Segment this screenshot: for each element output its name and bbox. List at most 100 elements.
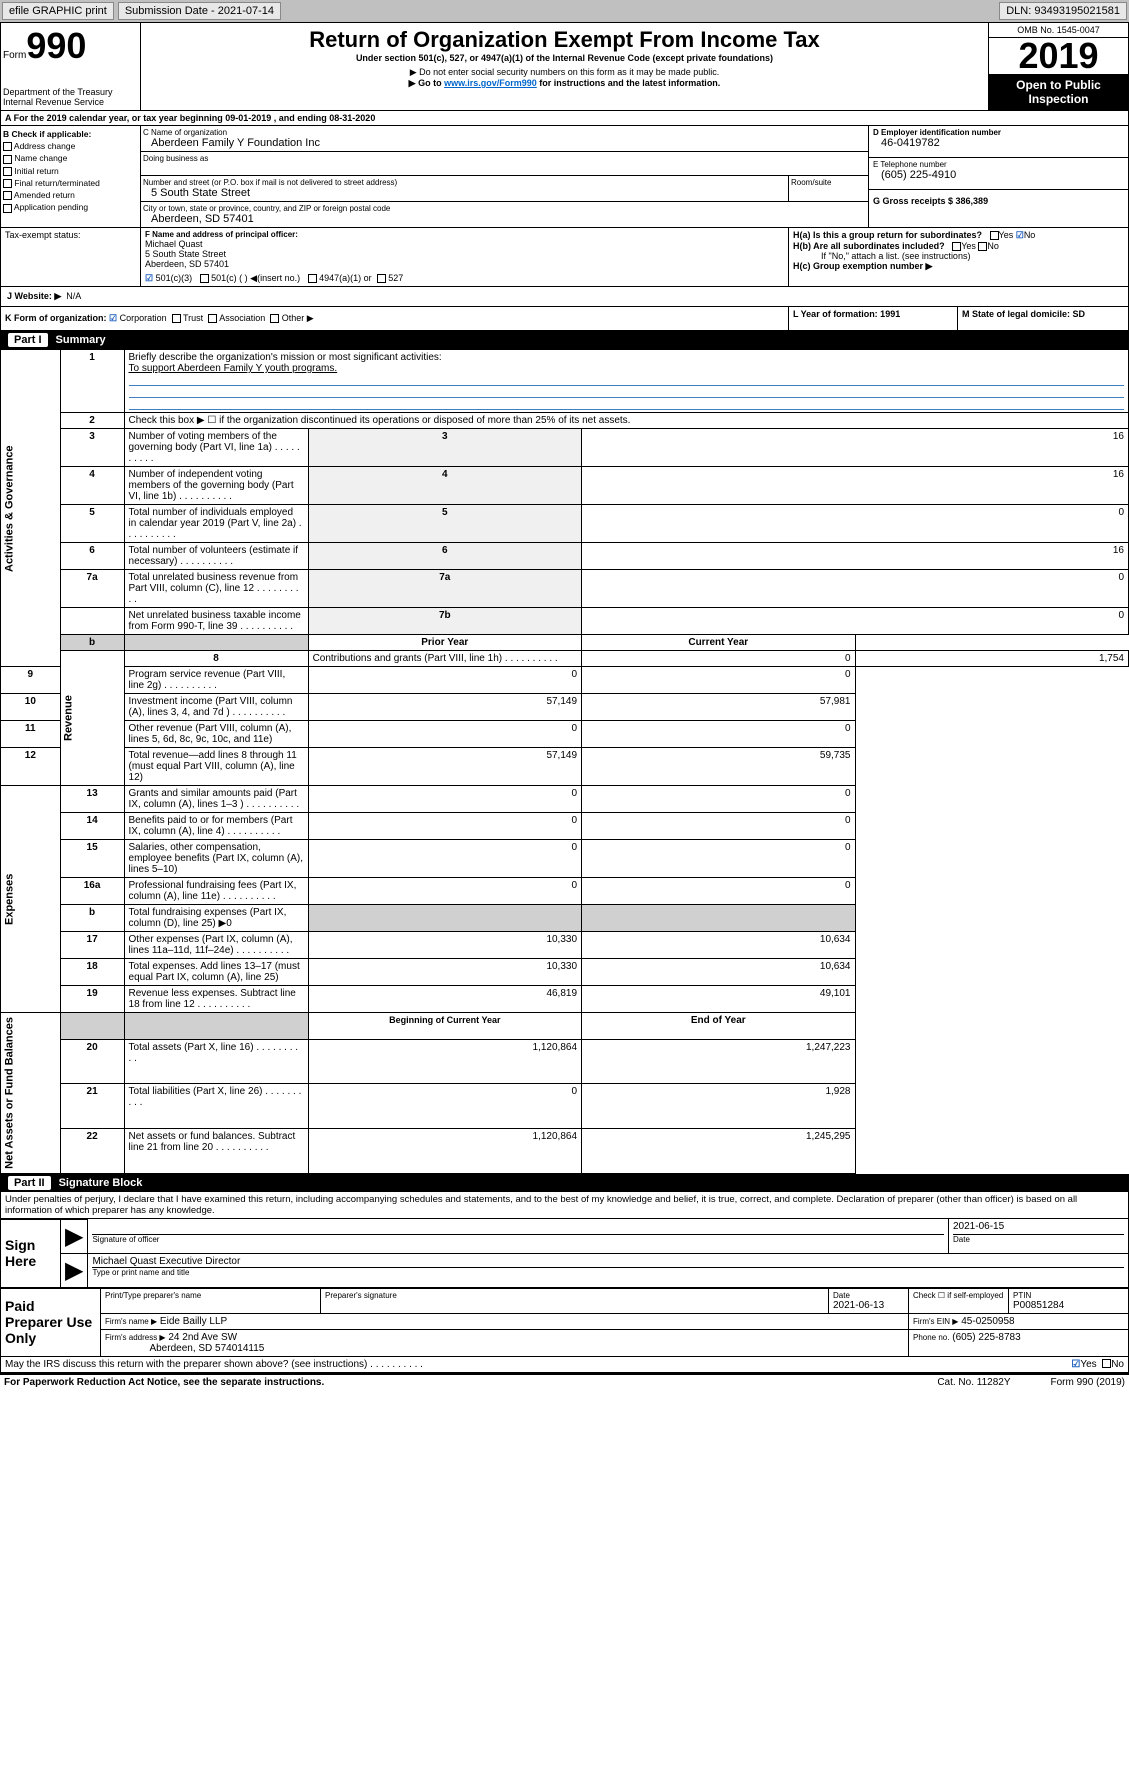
firm-name-lbl: Firm's name ▶ (105, 1317, 157, 1326)
phone-lbl: E Telephone number (873, 160, 1124, 169)
prep-name-lbl: Print/Type preparer's name (105, 1291, 316, 1300)
chk-final[interactable]: Final return/terminated (3, 177, 138, 189)
table-row: 3Number of voting members of the governi… (1, 429, 1129, 467)
table-row: 14Benefits paid to or for members (Part … (1, 813, 1129, 840)
paid-preparer-block: Paid Preparer Use Only Print/Type prepar… (0, 1288, 1129, 1357)
discuss-text: May the IRS discuss this return with the… (5, 1359, 423, 1370)
firm-name: Eide Bailly LLP (160, 1316, 227, 1327)
chk-amended[interactable]: Amended return (3, 189, 138, 201)
opt-assoc[interactable]: Association (219, 313, 265, 323)
ha-lbl: H(a) Is this a group return for subordin… (793, 230, 982, 240)
part1-table: Activities & Governance 1 Briefly descri… (0, 349, 1129, 1174)
opt-trust[interactable]: Trust (183, 313, 203, 323)
officer-addr1: 5 South State Street (145, 249, 784, 259)
firm-phone: (605) 225-8783 (952, 1332, 1020, 1343)
table-row: 9Program service revenue (Part VIII, lin… (1, 667, 1129, 694)
section-revenue: Revenue (60, 651, 124, 786)
table-row: 20Total assets (Part X, line 16)1,120,86… (1, 1039, 1129, 1084)
header-boxes: B Check if applicable: Address change Na… (0, 126, 1129, 228)
addr-lbl: Number and street (or P.O. box if mail i… (143, 178, 786, 187)
box-c: C Name of organization Aberdeen Family Y… (141, 126, 868, 227)
print-name-lbl: Type or print name and title (92, 1268, 1124, 1277)
year-formation: L Year of formation: 1991 (788, 307, 958, 330)
subdate-btn[interactable]: Submission Date - 2021-07-14 (118, 2, 281, 20)
chk-address[interactable]: Address change (3, 140, 138, 152)
chk-pending[interactable]: Application pending (3, 201, 138, 213)
sig-date-lbl: Date (953, 1235, 1124, 1244)
paperwork-notice: For Paperwork Reduction Act Notice, see … (4, 1377, 324, 1388)
prep-date-lbl: Date (833, 1291, 904, 1300)
org-name: Aberdeen Family Y Foundation Inc (143, 137, 866, 149)
self-employed-chk[interactable]: Check ☐ if self-employed (909, 1288, 1009, 1313)
section-governance: Activities & Governance (1, 350, 61, 667)
form-title-box: Return of Organization Exempt From Incom… (141, 23, 988, 110)
opt-501c3[interactable]: 501(c)(3) (156, 273, 193, 283)
box-f: F Name and address of principal officer:… (141, 228, 788, 286)
firm-addr2: Aberdeen, SD 574014115 (149, 1343, 264, 1354)
opt-other[interactable]: Other ▶ (282, 313, 314, 323)
website-val: N/A (66, 291, 81, 301)
table-row: Net unrelated business taxable income fr… (1, 608, 1129, 635)
opt-527[interactable]: 527 (388, 273, 403, 283)
col-end: End of Year (582, 1013, 855, 1040)
tax-year: 2019 (989, 38, 1128, 74)
box-b: B Check if applicable: Address change Na… (1, 126, 141, 227)
website-lbl: J Website: ▶ (7, 291, 61, 301)
form-number: 990 (26, 25, 86, 66)
opt-corp[interactable]: Corporation (120, 313, 167, 323)
form-prefix: Form (3, 50, 26, 61)
discuss-row: May the IRS discuss this return with the… (0, 1357, 1129, 1373)
state-domicile: M State of legal domicile: SD (958, 307, 1128, 330)
opt-4947[interactable]: 4947(a)(1) or (319, 273, 372, 283)
q2-text: Check this box ▶ ☐ if the organization d… (124, 413, 1128, 429)
note-ssn: ▶ Do not enter social security numbers o… (145, 67, 984, 78)
section-netassets: Net Assets or Fund Balances (1, 1013, 61, 1174)
city-lbl: City or town, state or province, country… (143, 204, 866, 213)
opt-501c[interactable]: 501(c) ( ) ◀(insert no.) (211, 273, 300, 283)
prep-sig-lbl: Preparer's signature (325, 1291, 824, 1300)
table-row: 7aTotal unrelated business revenue from … (1, 570, 1129, 608)
form-id-box: Form990 Department of the Treasury Inter… (1, 23, 141, 110)
chk-name[interactable]: Name change (3, 152, 138, 164)
discuss-no[interactable]: No (1111, 1359, 1124, 1370)
orgform-lbl: K Form of organization: (5, 313, 107, 323)
sign-here-lbl: Sign Here (1, 1219, 61, 1287)
table-row: 10Investment income (Part VIII, column (… (1, 694, 1129, 721)
col-current: Current Year (582, 635, 855, 651)
ptin-lbl: PTIN (1013, 1291, 1124, 1300)
table-row: 11Other revenue (Part VIII, column (A), … (1, 721, 1129, 748)
gross-receipts: G Gross receipts $ 386,389 (869, 190, 1128, 212)
table-row: bTotal fundraising expenses (Part IX, co… (1, 905, 1129, 932)
part2-header: Part IISignature Block (0, 1174, 1129, 1192)
paid-prep-lbl: Paid Preparer Use Only (1, 1288, 101, 1356)
box-deg: D Employer identification number 46-0419… (868, 126, 1128, 227)
form-header: Form990 Department of the Treasury Inter… (0, 22, 1129, 111)
chk-initial[interactable]: Initial return (3, 165, 138, 177)
suite-lbl: Room/suite (788, 176, 868, 201)
firm-phone-lbl: Phone no. (913, 1333, 949, 1342)
form-footer: Form 990 (2019) (1051, 1377, 1125, 1388)
ptin-val: P00851284 (1013, 1300, 1124, 1311)
org-name-lbl: C Name of organization (143, 128, 866, 137)
firm-addr-lbl: Firm's address ▶ (105, 1333, 166, 1342)
phone-value: (605) 225-4910 (873, 169, 1124, 181)
irs-link[interactable]: www.irs.gov/Form990 (444, 78, 537, 88)
officer-lbl: F Name and address of principal officer: (145, 230, 784, 239)
hb-lbl: H(b) Are all subordinates included? (793, 241, 945, 251)
table-row: 18Total expenses. Add lines 13–17 (must … (1, 959, 1129, 986)
prep-date: 2021-06-13 (833, 1300, 904, 1311)
year-box: OMB No. 1545-0047 2019 Open to Public In… (988, 23, 1128, 110)
ein-value: 46-0419782 (873, 137, 1124, 149)
box-b-label: B Check if applicable: (3, 128, 138, 140)
table-row: 21Total liabilities (Part X, line 26)01,… (1, 1084, 1129, 1129)
col-prior: Prior Year (308, 635, 581, 651)
table-row: 15Salaries, other compensation, employee… (1, 840, 1129, 878)
sig-officer-lbl: Signature of officer (92, 1235, 944, 1244)
top-bar: efile GRAPHIC print Submission Date - 20… (0, 0, 1129, 22)
efile-btn[interactable]: efile GRAPHIC print (2, 2, 114, 20)
dba-lbl: Doing business as (143, 154, 866, 163)
discuss-yes[interactable]: Yes (1080, 1359, 1096, 1370)
q1-text: Briefly describe the organization's miss… (129, 352, 1124, 363)
table-row: 16aProfessional fundraising fees (Part I… (1, 878, 1129, 905)
table-row: 12Total revenue—add lines 8 through 11 (… (1, 748, 1129, 786)
